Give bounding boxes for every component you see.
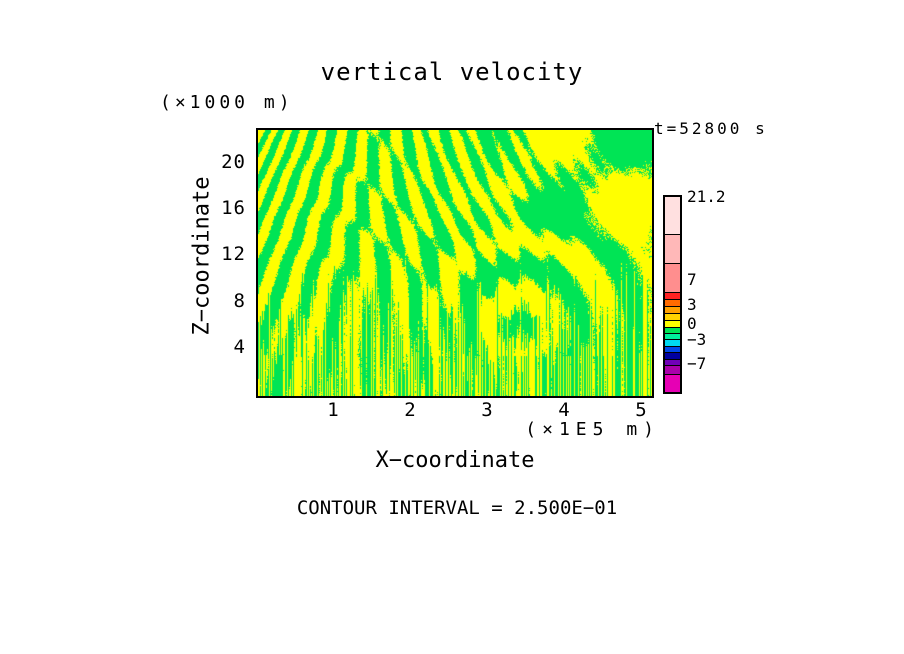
colorbar-tick-label: 21.2 [687,187,726,206]
colorbar-segment [665,292,680,299]
colorbar-segment [665,299,680,306]
colorbar-tick-label: 3 [687,295,697,314]
time-stamp: t=52800 s [654,119,768,138]
colorbar-segment [665,374,680,392]
x-axis-label: X−coordinate [375,448,535,473]
x-axis-unit-label: (×1E5 m) [525,419,660,440]
colorbar-segment [665,352,680,359]
x-tick-label: 5 [635,399,647,421]
colorbar-tick-label: −3 [687,330,707,349]
colorbar-segment [665,333,680,339]
x-tick-label: 1 [327,399,339,421]
x-tick-label: 4 [558,399,570,421]
x-tick-label: 3 [481,399,493,421]
plot-title: vertical velocity [320,58,584,86]
colorbar-segment [665,197,680,234]
contour-field-canvas [258,130,652,396]
colorbar-tick-label: 7 [687,270,697,289]
colorbar-segment [665,358,680,365]
colorbar-segment [665,326,680,333]
colorbar-segment [665,345,680,352]
z-axis-unit-label: (×1000 m) [160,92,294,113]
colorbar-segment [665,234,680,263]
z-tick-label: 12 [221,243,246,266]
colorbar-segment [665,339,680,346]
z-tick-label: 4 [233,335,246,358]
colorbar-segment [665,365,680,374]
colorbar-segment [665,306,680,313]
colorbar-segment [665,313,680,320]
z-tick-label: 16 [221,197,246,220]
colorbar-segment [665,320,680,327]
colorbar [663,195,682,394]
z-tick-label: 8 [233,289,246,312]
z-tick-label: 20 [221,151,246,173]
colorbar-tick-label: −7 [687,354,707,373]
contour-interval-note: CONTOUR INTERVAL = 2.500E−01 [296,497,618,519]
colorbar-segment [665,263,680,292]
x-tick-label: 2 [404,399,416,421]
plot-area [256,128,654,398]
colorbar-tick-label: 0 [687,314,697,333]
